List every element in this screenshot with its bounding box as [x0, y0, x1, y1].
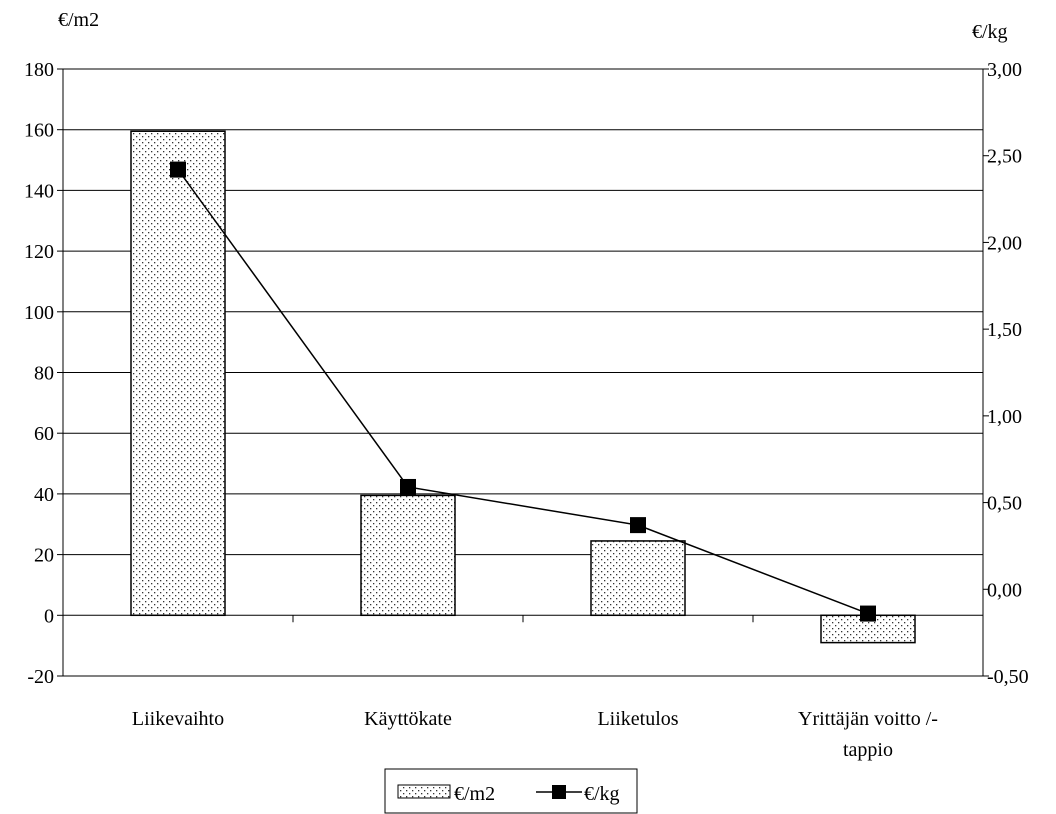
category-label: Liikevaihto: [132, 708, 224, 730]
left-tick-label: 40: [34, 484, 54, 506]
right-axis-title: €/kg: [972, 21, 1008, 43]
line-path: [177, 169, 869, 615]
right-tick-label: -0,50: [987, 666, 1029, 688]
bar-1: [130, 130, 226, 617]
left-tick-label: 0: [44, 605, 54, 627]
left-tick-label: -20: [27, 666, 54, 688]
right-tick-label: 1,50: [987, 319, 1022, 341]
right-tick-label: 0,50: [987, 493, 1022, 515]
line-marker-2: [400, 478, 416, 495]
right-tick-label: 3,00: [987, 59, 1022, 81]
left-tick-label: 80: [34, 363, 54, 385]
left-tick-label: 140: [24, 180, 54, 202]
category-labels: Liikevaihto Käyttökate Liiketulos Yrittäjän…: [132, 708, 938, 761]
left-tick-label: 20: [34, 545, 54, 567]
bar-3: [590, 540, 686, 617]
right-tick-label: 2,50: [987, 146, 1022, 168]
category-label: Liiketulos: [597, 708, 678, 730]
left-tick-label: 120: [24, 241, 54, 263]
left-tick-label: 160: [24, 120, 54, 142]
line-marker-4: [860, 605, 876, 622]
left-axis-title: €/m2: [58, 9, 99, 31]
category-label: Käyttökate: [364, 708, 452, 730]
left-tick-label: 100: [24, 302, 54, 324]
left-tick-label: 60: [34, 423, 54, 445]
bar-series: [130, 130, 916, 644]
left-tick-label: 180: [24, 59, 54, 81]
category-label: tappio: [843, 739, 893, 761]
legend-bar-swatch: [397, 784, 451, 799]
line-marker-1: [170, 161, 186, 178]
right-axis-ticks: -0,50 0,00 0,50 1,00 1,50 2,00 2,50 3,00: [983, 59, 1029, 688]
right-tick-label: 0,00: [987, 579, 1022, 601]
left-axis-ticks: -20 0 20 40 60 80 100 120 140 160 180: [24, 59, 63, 688]
bar-2: [360, 494, 456, 617]
line-marker-3: [630, 517, 646, 534]
legend-line-label: €/kg: [584, 783, 620, 805]
legend-line-marker: [552, 785, 566, 799]
line-series: [170, 161, 876, 622]
right-tick-label: 1,00: [987, 406, 1022, 428]
legend: €/m2 €/kg: [384, 768, 638, 814]
right-tick-label: 2,00: [987, 232, 1022, 254]
category-label: Yrittäjän voitto /-: [798, 708, 938, 730]
legend-bar-label: €/m2: [454, 783, 495, 805]
